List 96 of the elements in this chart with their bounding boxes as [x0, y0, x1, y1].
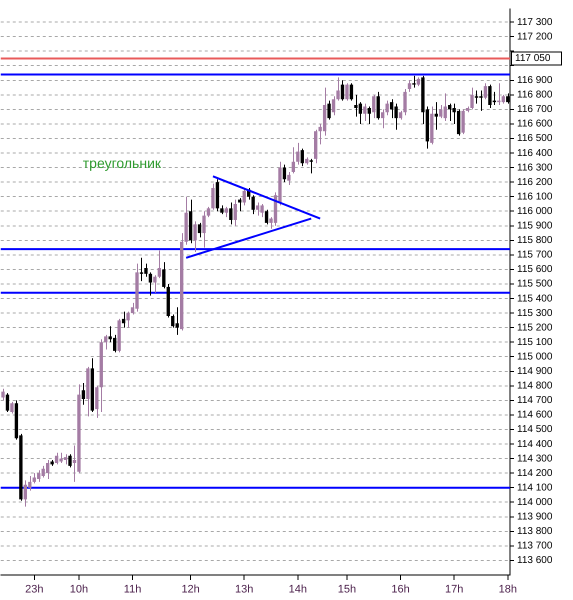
y-tick-label: 115 400	[517, 293, 553, 304]
y-tick-label: 114 000	[517, 497, 553, 508]
candlestick	[296, 142, 300, 166]
y-tick-label: 116 300	[517, 162, 553, 174]
y-tick-label: 115 300	[517, 308, 553, 319]
y-tick-label: 116 400	[517, 148, 553, 159]
y-tick-label: 113 800	[517, 526, 553, 538]
candlestick	[242, 188, 246, 206]
y-tick-label: 116 700	[517, 104, 553, 116]
annotation: треугольник	[82, 154, 162, 171]
y-tick-label: 116 000	[517, 206, 553, 217]
y-tick-label: 113 600	[517, 555, 553, 566]
y-tick-label: 116 600	[517, 118, 553, 130]
candlestick	[310, 158, 313, 174]
candlestick	[82, 382, 86, 406]
y-tick-label: 116 100	[517, 191, 553, 202]
candlestick	[350, 82, 354, 102]
candlestick	[474, 90, 478, 104]
candlestick	[376, 91, 380, 120]
y-tick-label: 115 100	[517, 336, 553, 348]
y-tick-label: 114 500	[517, 424, 553, 436]
candlestick	[122, 311, 126, 328]
candlestick	[126, 311, 130, 328]
y-tick-label: 115 000	[517, 352, 553, 362]
candlestick	[64, 454, 68, 465]
x-tick-label: 17h	[444, 584, 464, 596]
x-tick-label: 10h	[70, 584, 88, 596]
candlestick	[260, 203, 264, 218]
x-tick-label: 12h	[181, 584, 200, 596]
candlestick	[394, 103, 398, 130]
candlestick	[363, 103, 366, 122]
candlestick	[287, 171, 291, 186]
x-tick-label: 14h	[288, 584, 307, 596]
candlestick	[408, 80, 412, 92]
y-tick-label: 115 900	[517, 220, 553, 232]
candlestick	[193, 220, 197, 252]
candlestick	[68, 454, 72, 468]
y-tick-label: 116 200	[517, 176, 553, 188]
y-tick-label: 116 800	[517, 90, 553, 101]
candlestick	[264, 209, 268, 225]
candlestick	[412, 75, 416, 88]
candlestick	[484, 82, 488, 100]
y-tick-label: 114 400	[517, 438, 553, 450]
x-tick-label: 13h	[235, 584, 254, 596]
x-tick-label: 23h	[25, 584, 44, 596]
y-tick-label: 116 500	[517, 133, 553, 144]
candlestick	[292, 146, 296, 174]
candlestick	[368, 106, 371, 124]
ref-line-label: 117 050	[515, 53, 551, 64]
candlestick	[59, 452, 63, 464]
candlestick	[461, 108, 465, 135]
candlestick	[488, 84, 492, 108]
candlestick	[282, 164, 286, 183]
y-tick-label: 115 200	[517, 322, 553, 334]
candlestick	[6, 392, 10, 413]
y-tick-label: 117 300	[517, 16, 553, 28]
candlestick	[140, 257, 144, 282]
x-tick-label: 11h	[124, 584, 142, 596]
candlestick	[300, 148, 304, 167]
y-tick-label: 116 900	[517, 75, 553, 86]
y-tick-label: 115 600	[517, 264, 553, 276]
candlestick	[46, 460, 50, 480]
candlestick	[403, 88, 407, 116]
y-tick-label: 113 900	[517, 512, 553, 523]
candlestick	[202, 210, 206, 248]
candlestick	[372, 94, 376, 119]
candlestick	[1, 388, 5, 401]
y-tick-label: 114 100	[517, 482, 553, 494]
candlestick	[229, 202, 232, 225]
candlestick	[434, 102, 438, 130]
y-tick-label: 113 700	[517, 540, 553, 552]
y-tick-label: 115 500	[517, 278, 553, 290]
y-tick-label: 115 800	[517, 235, 553, 246]
candlestick	[238, 198, 242, 212]
y-tick-label: 114 700	[517, 395, 553, 406]
candlestick	[211, 183, 215, 210]
x-tick-label: 16h	[391, 584, 410, 596]
candlestick	[54, 452, 58, 465]
y-tick-label: 115 700	[517, 250, 553, 261]
candlestick	[497, 82, 501, 106]
candlestick	[327, 100, 331, 120]
candlestick	[354, 94, 358, 118]
y-tick-label: 114 300	[517, 453, 553, 464]
candlestick	[104, 334, 108, 350]
candlestick	[479, 90, 483, 112]
y-tick-label: 114 900	[517, 366, 553, 378]
candlestick	[224, 206, 228, 218]
y-tick-label: 114 600	[517, 410, 553, 421]
candlestick	[456, 108, 460, 136]
x-tick-label: 15h	[338, 584, 356, 596]
y-tick-label: 114 800	[517, 380, 553, 392]
y-tick-label: 117 200	[517, 31, 553, 42]
x-tick-label: 18h	[498, 584, 517, 596]
y-tick-label: 114 200	[517, 468, 553, 479]
candlestick	[24, 480, 28, 508]
candlestick	[234, 199, 237, 226]
